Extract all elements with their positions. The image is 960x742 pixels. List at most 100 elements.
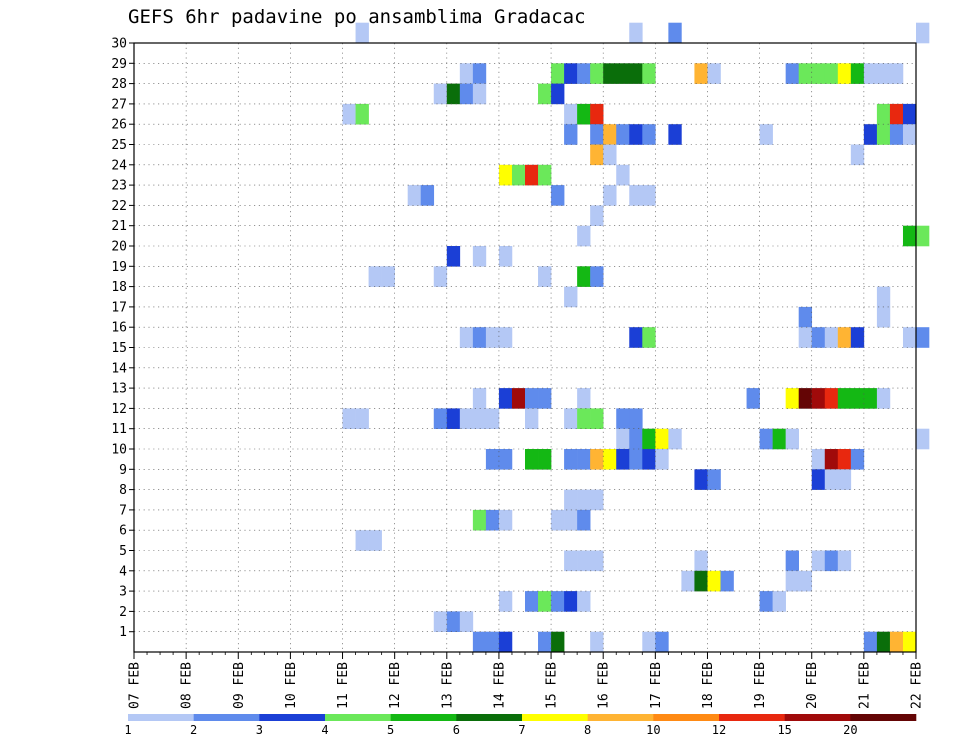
- heatmap-cell: [798, 327, 813, 348]
- y-tick-label: 22: [111, 199, 127, 214]
- colorbar-swatch: [653, 714, 720, 721]
- heatmap-cell: [538, 449, 552, 470]
- heatmap-cell: [564, 591, 578, 612]
- colorbar-swatch: [128, 714, 194, 721]
- heatmap-cell: [850, 144, 865, 166]
- heatmap-cell: [525, 408, 539, 429]
- heatmap-cell: [498, 246, 513, 267]
- heatmap-cell: [590, 103, 604, 125]
- heatmap-cell: [811, 63, 826, 84]
- y-tick-label: 19: [111, 260, 127, 275]
- heatmap-cell: [837, 63, 852, 84]
- colorbar-label: 2: [190, 723, 197, 737]
- y-tick-label: 7: [119, 503, 127, 518]
- heatmap-cell: [590, 124, 604, 145]
- heatmap-cell: [916, 327, 930, 348]
- heatmap-cell: [902, 631, 917, 653]
- heatmap-cell: [655, 428, 669, 450]
- heatmap-cell: [655, 449, 669, 470]
- heatmap-cell: [564, 550, 578, 572]
- x-tick-label: 09 FEB: [232, 662, 247, 709]
- heatmap-cell: [590, 144, 604, 166]
- heatmap-cell: [694, 570, 708, 592]
- heatmap-cell: [472, 83, 487, 105]
- colorbar-swatch: [522, 714, 588, 721]
- heatmap-cell: [694, 63, 708, 84]
- heatmap-cell: [629, 63, 643, 84]
- x-axis: 07 FEB 08 FEB 09 FEB 10 FEB 11 FEB 12 FEB 13 F…: [128, 652, 925, 709]
- x-tick-label: 22 FEB: [910, 662, 925, 709]
- heatmap-cell: [472, 408, 487, 429]
- heatmap-cell: [824, 550, 839, 572]
- heatmap-cell: [498, 449, 513, 470]
- heatmap-cell: [811, 327, 826, 348]
- heatmap-cell: [603, 144, 617, 166]
- heatmap-cell: [811, 388, 826, 409]
- heatmap-cell: [459, 327, 474, 348]
- heatmap-cell: [655, 631, 669, 653]
- heatmap-cell: [850, 63, 865, 84]
- heatmap-cell: [472, 63, 487, 84]
- heatmap-cell: [785, 550, 799, 572]
- heatmap-cell: [629, 408, 643, 429]
- heatmap-cell: [720, 570, 734, 592]
- heatmap-cell: [564, 509, 578, 531]
- heatmap-cell: [472, 631, 487, 653]
- heatmap-cell: [577, 103, 591, 125]
- heatmap-cell: [824, 388, 839, 409]
- heatmap-cell: [772, 428, 786, 450]
- heatmap-cell: [629, 428, 643, 450]
- heatmap-cell: [629, 449, 643, 470]
- heatmap-cell: [785, 63, 799, 84]
- heatmap-cell: [811, 449, 826, 470]
- heatmap-cell: [433, 83, 448, 105]
- x-tick-label: 08 FEB: [180, 662, 195, 709]
- heatmap-cell: [355, 408, 369, 429]
- heatmap-cell: [629, 185, 643, 206]
- heatmap-cell: [850, 388, 865, 409]
- heatmap-cell: [590, 408, 604, 429]
- x-tick-label: 16 FEB: [597, 662, 612, 709]
- heatmap-cell: [485, 408, 500, 429]
- x-tick-label: 13 FEB: [440, 662, 455, 709]
- heatmap-cell: [472, 327, 487, 348]
- heatmap-cell: [459, 83, 474, 105]
- heatmap-cell: [525, 388, 539, 409]
- colorbar-label: 7: [518, 723, 525, 737]
- heatmap-cell: [590, 550, 604, 572]
- heatmap-cell: [798, 570, 813, 592]
- x-tick-label: 10 FEB: [284, 662, 299, 709]
- heatmap-cell: [785, 388, 799, 409]
- heatmap-cell: [616, 63, 630, 84]
- heatmap-cell: [811, 469, 826, 490]
- colorbar-swatch: [850, 714, 917, 721]
- heatmap-cell: [459, 408, 474, 429]
- y-tick-label: 4: [119, 564, 127, 579]
- x-tick-label: 14 FEB: [492, 662, 507, 709]
- heatmap-cell: [564, 63, 578, 84]
- y-tick-label: 25: [111, 138, 127, 153]
- heatmap-cell: [577, 266, 591, 287]
- colorbar-label: 20: [843, 723, 857, 737]
- heatmap-cell: [564, 489, 578, 511]
- colorbar-swatch: [456, 714, 523, 721]
- y-tick-label: 28: [111, 77, 127, 92]
- heatmap-cell: [616, 449, 630, 470]
- heatmap-cell: [759, 428, 773, 450]
- heatmap-cell: [485, 327, 500, 348]
- heatmap-cell: [590, 631, 604, 653]
- y-tick-label: 8: [119, 483, 127, 498]
- heatmap-cell: [472, 509, 487, 531]
- heatmap-cell: [642, 124, 656, 145]
- heatmap-cell: [681, 570, 695, 592]
- colorbar: 1 2 3 4 5 6 7 8 10 12 15 20: [124, 714, 917, 737]
- heatmap-cell: [798, 63, 813, 84]
- heatmap-cell: [577, 408, 591, 429]
- y-tick-label: 23: [111, 179, 127, 194]
- heatmap-cell: [837, 449, 852, 470]
- heatmap-cell: [511, 388, 526, 409]
- heatmap-cell: [916, 225, 930, 247]
- y-tick-label: 21: [111, 219, 127, 234]
- heatmap-cell: [564, 124, 578, 145]
- y-tick-label: 14: [111, 361, 127, 376]
